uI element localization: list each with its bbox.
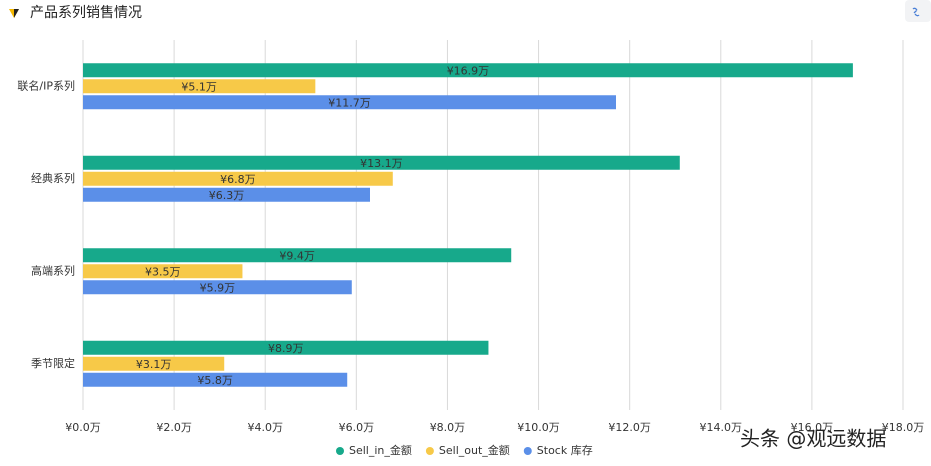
link-icon [912,7,920,17]
bar [83,95,616,110]
value-label: ¥13.1万 [360,157,403,170]
value-label: ¥3.5万 [145,265,181,278]
y-tick-label: 联名/IP系列 [17,78,75,92]
bar [83,280,352,295]
x-tick-label: ¥16.0万 [791,421,834,434]
bar [83,248,512,263]
legend-label[interactable]: Sell_in_金额 [349,443,412,457]
x-tick-label: ¥8.0万 [430,421,466,434]
x-tick-label: ¥10.0万 [517,421,560,434]
value-label: ¥5.8万 [197,374,233,387]
value-label: ¥8.9万 [268,342,304,355]
legend-marker [523,447,532,455]
link-button[interactable] [905,0,931,22]
x-tick-label: ¥2.0万 [156,421,192,434]
value-label: ¥6.8万 [220,173,256,186]
bar [83,79,316,94]
bar [83,171,393,186]
legend-marker [336,447,344,455]
bar [83,187,370,202]
x-tick-label: ¥18.0万 [882,421,925,434]
value-label: ¥5.1万 [181,80,217,93]
x-tick-label: ¥14.0万 [700,421,743,434]
bar [83,63,853,78]
y-tick-label: 季节限定 [31,356,75,370]
legend-marker [425,447,434,455]
legend-label[interactable]: Sell_out_金额 [439,443,510,457]
bar [83,340,489,355]
chart-title: 产品系列销售情况 [30,5,142,21]
x-tick-label: ¥12.0万 [608,421,651,434]
x-tick-label: ¥0.0万 [65,421,101,434]
value-label: ¥3.1万 [136,358,172,371]
bar [83,155,680,170]
watermark: 头条 @观远数据 [740,427,886,451]
y-tick-label: 经典系列 [31,171,75,185]
bar [83,356,225,371]
bar [83,372,348,387]
y-tick-label: 高端系列 [31,263,75,277]
legend-label[interactable]: Stock 库存 [537,443,593,457]
value-label: ¥9.4万 [279,249,315,262]
x-tick-label: ¥6.0万 [339,421,375,434]
value-label: ¥6.3万 [209,189,245,202]
x-tick-label: ¥4.0万 [247,421,283,434]
value-label: ¥11.7万 [328,96,371,109]
value-label: ¥5.9万 [200,281,236,294]
bar [83,264,243,279]
value-label: ¥16.9万 [447,64,490,77]
title-icon-dark [14,9,19,18]
